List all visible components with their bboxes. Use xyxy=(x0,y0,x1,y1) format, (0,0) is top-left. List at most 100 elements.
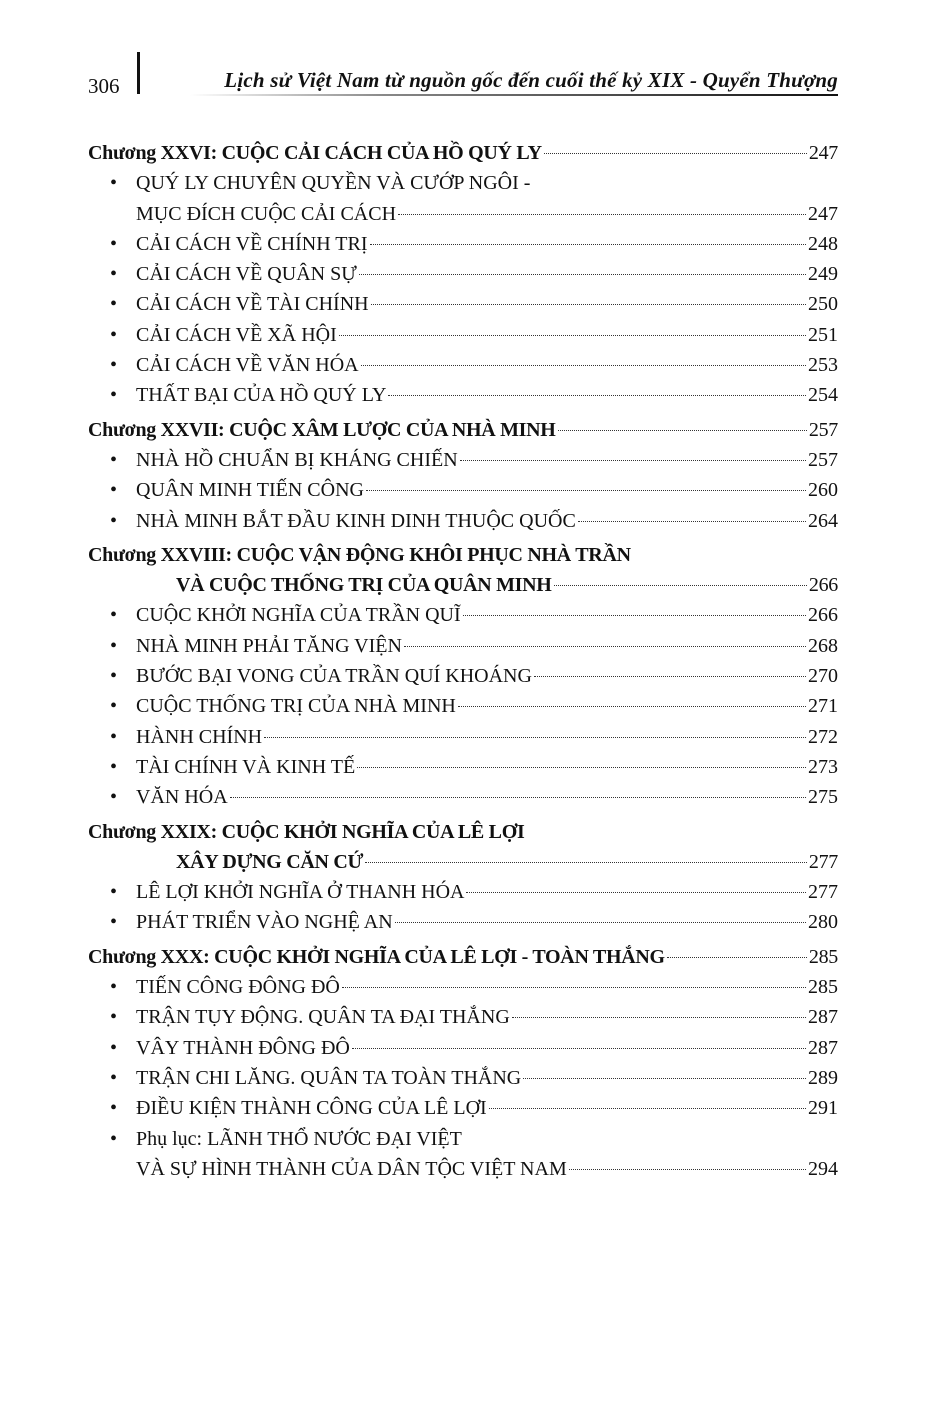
toc-entry-title: CUỘC THỐNG TRỊ CỦA NHÀ MINH xyxy=(136,695,456,718)
toc-page-number: 294 xyxy=(808,1157,838,1180)
bullet-icon: • xyxy=(110,509,118,532)
toc-entry-title: HÀNH CHÍNH xyxy=(136,725,263,748)
toc-entry: • QUÂN MINH TIẾN CÔNG 260 xyxy=(88,475,838,505)
toc-entry-title: Chương XXVI: CUỘC CẢI CÁCH CỦA HỒ QUÝ LY xyxy=(88,142,542,164)
toc-entry-title: THẤT BẠI CỦA HỒ QUÝ LY xyxy=(136,384,387,407)
bullet-icon: • xyxy=(110,1097,118,1120)
toc-entry: • NHÀ HỒ CHUẨN BỊ KHÁNG CHIẾN 257 xyxy=(88,445,838,475)
toc-chapter: Chương XXVI: CUỘC CẢI CÁCH CỦA HỒ QUÝ LY… xyxy=(88,138,838,168)
toc-page-number: 273 xyxy=(808,755,838,778)
dot-leader xyxy=(577,520,806,522)
toc-page-number: 248 xyxy=(808,232,838,255)
toc-entry: • CẢI CÁCH VỀ VĂN HÓA 253 xyxy=(88,350,838,380)
toc-entry-title: TRẬN CHI LĂNG. QUÂN TA TOÀN THẮNG xyxy=(136,1066,522,1089)
bullet-icon: • xyxy=(110,1066,118,1089)
dot-leader xyxy=(523,1077,806,1079)
page-number: 306 xyxy=(88,74,120,98)
bullet-icon: • xyxy=(110,786,118,809)
toc-entry-title: Phụ lục: LÃNH THỔ NƯỚC ĐẠI VIỆT xyxy=(136,1127,462,1150)
toc-page-number: 291 xyxy=(808,1097,838,1120)
toc-entry: • NHÀ MINH BẮT ĐẦU KINH DINH THUỘC QUỐC 26… xyxy=(88,506,838,536)
toc-page-number: 251 xyxy=(808,323,838,346)
dot-leader xyxy=(369,243,806,245)
dot-leader xyxy=(459,459,806,461)
toc-page-number: 277 xyxy=(808,850,838,873)
dot-leader xyxy=(533,676,806,678)
toc-page-number: 285 xyxy=(808,945,838,968)
toc-entry: • HÀNH CHÍNH 272 xyxy=(88,722,838,752)
toc-entry: • CUỘC THỐNG TRỊ CỦA NHÀ MINH 271 xyxy=(88,691,838,721)
dot-leader xyxy=(398,213,806,215)
toc-page-number: 260 xyxy=(808,479,838,502)
dot-leader xyxy=(351,1047,806,1049)
toc-entry-title: VÂY THÀNH ĐÔNG ĐÔ xyxy=(136,1036,350,1059)
bullet-icon: • xyxy=(110,1127,118,1150)
dot-leader xyxy=(403,645,806,647)
dot-leader xyxy=(543,153,807,154)
header-divider xyxy=(137,52,140,94)
toc-entry: • LÊ LỢI KHỞI NGHĨA Ở THANH HÓA 277 xyxy=(88,877,838,907)
bullet-icon: • xyxy=(110,911,118,934)
toc-page-number: 253 xyxy=(808,354,838,377)
bullet-icon: • xyxy=(110,263,118,286)
toc-entry: • CẢI CÁCH VỀ CHÍNH TRỊ 248 xyxy=(88,229,838,259)
dot-leader xyxy=(553,585,807,587)
toc-chapter: Chương XXVIII: CUỘC VẬN ĐỘNG KHÔI PHỤC N… xyxy=(88,540,838,570)
dot-leader xyxy=(557,429,807,431)
toc-entry-title: Chương XXVIII: CUỘC VẬN ĐỘNG KHÔI PHỤC N… xyxy=(88,543,631,566)
bullet-icon: • xyxy=(110,725,118,748)
dot-leader xyxy=(357,766,806,768)
toc-page-number: 275 xyxy=(808,786,838,809)
toc-entry-title: NHÀ HỒ CHUẨN BỊ KHÁNG CHIẾN xyxy=(136,448,458,471)
dot-leader xyxy=(338,334,806,336)
toc-page-number: 264 xyxy=(808,509,838,532)
toc-entry-title: Chương XXVII: CUỘC XÂM LƯỢC CỦA NHÀ MINH xyxy=(88,418,556,441)
toc-entry: • CẢI CÁCH VỀ TÀI CHÍNH 250 xyxy=(88,289,838,319)
toc-entry-title: TRẬN TỤY ĐỘNG. QUÂN TA ĐẠI THẮNG xyxy=(136,1006,510,1029)
dot-leader xyxy=(365,490,806,492)
bullet-icon: • xyxy=(110,1036,118,1059)
toc-entry: • CẢI CÁCH VỀ XÃ HỘI 251 xyxy=(88,320,838,350)
bullet-icon: • xyxy=(110,976,118,999)
bullet-icon: • xyxy=(110,354,118,377)
toc-page-number: 247 xyxy=(808,202,838,225)
toc-entry-title: LÊ LỢI KHỞI NGHĨA Ở THANH HÓA xyxy=(136,881,465,904)
toc-page-number: 277 xyxy=(808,881,838,904)
toc-entry: • TRẬN CHI LĂNG. QUÂN TA TOÀN THẮNG 289 xyxy=(88,1063,838,1093)
toc-entry-title: NHÀ MINH BẮT ĐẦU KINH DINH THUỘC QUỐC xyxy=(136,509,576,532)
toc-entry-title: XÂY DỰNG CĂN CỨ xyxy=(176,850,364,873)
toc-page-number: 289 xyxy=(808,1066,838,1089)
toc-entry-title: CẢI CÁCH VỀ TÀI CHÍNH xyxy=(136,293,369,316)
bullet-icon: • xyxy=(110,172,118,195)
dot-leader xyxy=(462,615,806,617)
toc-page-number: 268 xyxy=(808,634,838,657)
bullet-icon: • xyxy=(110,634,118,657)
toc-entry-title: ĐIỀU KIỆN THÀNH CÔNG CỦA LÊ LỢI xyxy=(136,1097,487,1120)
toc-entry-title: TIẾN CÔNG ĐÔNG ĐÔ xyxy=(136,976,340,999)
toc-entry-title: TÀI CHÍNH VÀ KINH TẾ xyxy=(136,755,356,778)
toc-entry: • TIẾN CÔNG ĐÔNG ĐÔ 285 xyxy=(88,972,838,1002)
dot-leader xyxy=(264,736,806,738)
toc-chapter: Chương XXIX: CUỘC KHỞI NGHĨA CỦA LÊ LỢI xyxy=(88,817,838,847)
toc-entry-title: QUÂN MINH TIẾN CÔNG xyxy=(136,479,364,502)
bullet-icon: • xyxy=(110,479,118,502)
toc-page-number: 285 xyxy=(808,976,838,999)
toc-entry-title: CẢI CÁCH VỀ CHÍNH TRỊ xyxy=(136,232,368,255)
toc-entry: • THẤT BẠI CỦA HỒ QUÝ LY 254 xyxy=(88,380,838,410)
toc-entry: • NHÀ MINH PHẢI TĂNG VIỆN 268 xyxy=(88,631,838,661)
toc-entry-title: NHÀ MINH PHẢI TĂNG VIỆN xyxy=(136,634,402,657)
toc-chapter: Chương XXVII: CUỘC XÂM LƯỢC CỦA NHÀ MINH… xyxy=(88,415,838,445)
running-header-title: Lịch sử Việt Nam từ nguồn gốc đến cuối t… xyxy=(224,68,838,92)
bullet-icon: • xyxy=(110,604,118,627)
toc-entry: • VĂN HÓA 275 xyxy=(88,782,838,812)
toc-page-number: 280 xyxy=(808,911,838,934)
toc-page-number: 257 xyxy=(808,448,838,471)
toc-entry: MỤC ĐÍCH CUỘC CẢI CÁCH 247 xyxy=(88,199,838,229)
dot-leader xyxy=(360,365,806,367)
toc-entry-title: VÀ CUỘC THỐNG TRỊ CỦA QUÂN MINH xyxy=(176,574,552,597)
bullet-icon: • xyxy=(110,293,118,316)
bullet-icon: • xyxy=(110,448,118,471)
bullet-icon: • xyxy=(110,384,118,407)
toc-entry: • VÂY THÀNH ĐÔNG ĐÔ 287 xyxy=(88,1033,838,1063)
